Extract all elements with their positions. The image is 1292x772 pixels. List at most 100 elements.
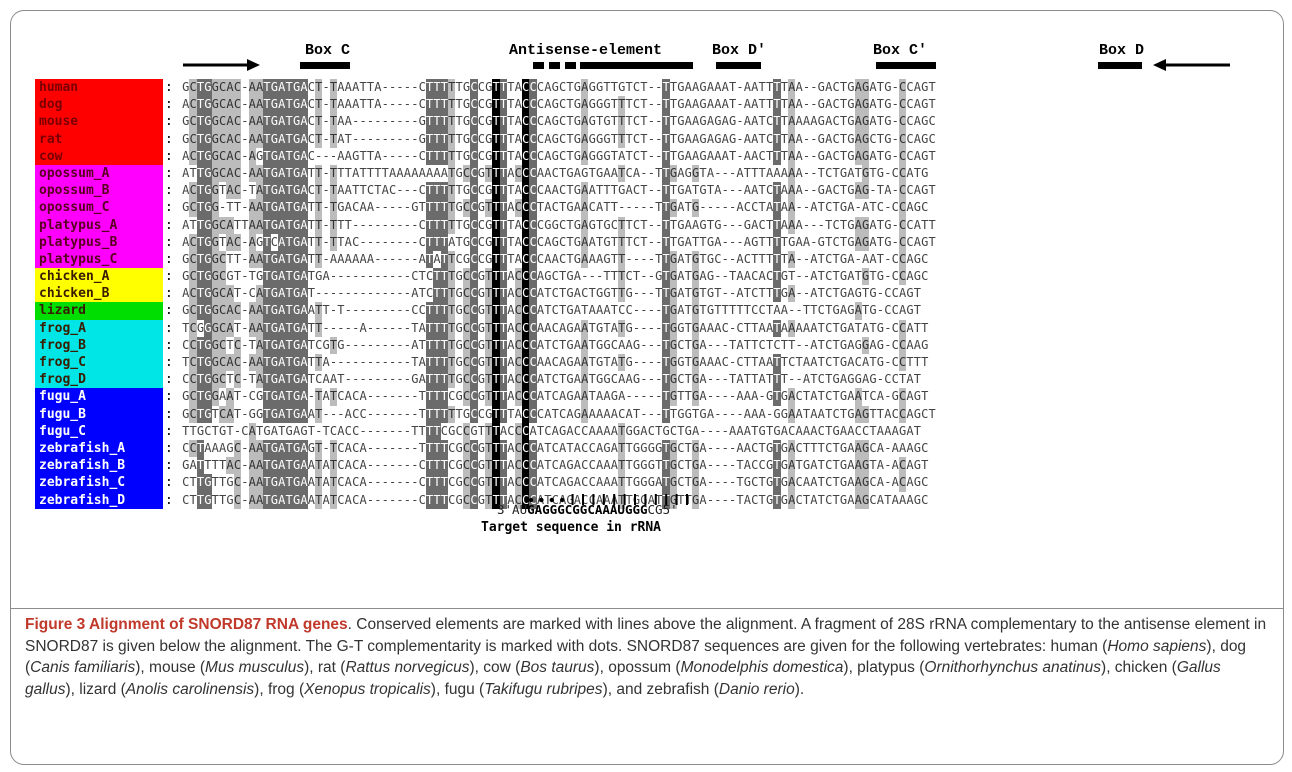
species-label: opossum_C: [35, 199, 163, 217]
sequence: TTGCTGT-CATGATGAGT-TCACC-------TTTTCGCCG…: [182, 422, 921, 440]
caption-species-latin: Mus musculus: [205, 659, 305, 677]
species-label: fugu_B: [35, 405, 163, 423]
species-label: lizard: [35, 302, 163, 320]
species-list: Homo sapiens), dog (Canis familiaris), m…: [25, 638, 1246, 698]
pair-bar: [592, 494, 595, 505]
caption-species-common: ), platypus (: [843, 659, 925, 677]
gt-dot: [528, 497, 534, 503]
species-label: dog: [35, 96, 163, 114]
species-label: chicken_B: [35, 285, 163, 303]
reverse-arrow-icon: [1153, 59, 1230, 71]
row-separator: :: [165, 458, 173, 474]
pair-bar: [686, 494, 688, 505]
sequence: ACTGGCAT-CATGATGAT-------------ATCTTTGCC…: [182, 285, 921, 303]
pair-bar: [654, 494, 657, 505]
row-separator: :: [165, 337, 173, 353]
caption-species-latin: Takifugu rubripes: [484, 680, 603, 698]
box-c-prime-bar: [876, 62, 936, 69]
species-label: fugu_A: [35, 388, 163, 406]
box-c-label: Box C: [305, 42, 351, 59]
target-sequence: 3'AUGAGGGCGGCAAAUGGGCG5': [497, 502, 678, 517]
row-separator: :: [165, 183, 173, 199]
pair-bar: [602, 494, 605, 505]
species-label: platypus_B: [35, 233, 163, 251]
sequence: ACTGGCAC-AGTGATGAC---AAGTTA-----CTTTTTGC…: [182, 147, 936, 165]
sequence: ACTGGTAC-AGTCATGATT-TTAC--------CTTTATGC…: [182, 233, 936, 251]
sequence: GCTGG-TT-AATGATGATT-TGACAA-----GTTTTTGCC…: [182, 199, 928, 217]
box-d-label: Box D: [1099, 42, 1145, 59]
sequence: GCTGGCAC-AATGATGACT-TAT---------GTTTTTGC…: [182, 130, 936, 148]
row-separator: :: [165, 217, 173, 233]
caption-species-latin: Danio rerio: [718, 680, 795, 698]
sequence: GCTGGCAC-AATGATGAATT-T---------CCTTTTGCC…: [182, 302, 921, 320]
antisense-gap-bar-3: [565, 62, 576, 69]
species-label: fugu_C: [35, 422, 163, 440]
box-d-prime-bar: [716, 62, 761, 69]
caption-species-common: ), cow (: [469, 659, 521, 677]
species-label: chicken_A: [35, 268, 163, 286]
row-separator: :: [165, 131, 173, 147]
species-label: frog_A: [35, 319, 163, 337]
species-label: mouse: [35, 113, 163, 131]
row-separator: :: [165, 389, 173, 405]
species-label: frog_C: [35, 354, 163, 372]
caption-species-common: ), opossum (: [594, 659, 681, 677]
sequence: CCTAAAGC-AATGATGAGT-TCACA-------TTTTCGCC…: [182, 439, 928, 458]
pair-bar: [582, 494, 584, 505]
row-separator: :: [165, 234, 173, 250]
gt-dot: [560, 497, 565, 503]
row-separator: :: [165, 372, 173, 388]
gt-dot: [549, 497, 554, 503]
box-d-bar: [1098, 62, 1142, 69]
target-bold-region: GAGGGCGGCAAAUGGG: [527, 502, 648, 517]
species-label: opossum_B: [35, 182, 163, 200]
forward-arrow-icon: [183, 59, 260, 71]
caption-end: ).: [794, 680, 805, 698]
row-separator: :: [165, 355, 173, 370]
caption-species-latin: Monodelphis domestica: [680, 659, 844, 677]
row-separator: :: [165, 406, 173, 422]
caption-species-latin: Rattus norvegicus: [345, 659, 470, 677]
target-prefix: 3'AU: [497, 502, 528, 517]
sequence: GCTGGCTT-AATGATGATT-AAAAAA------ATATTCGC…: [182, 250, 928, 269]
species-label: platypus_A: [35, 216, 163, 234]
species-label: human: [35, 79, 163, 97]
sequence: GCTGTCAT-GGTGATGAAT---ACC-------TTTTTTGC…: [182, 405, 936, 423]
target-suffix: CG5': [647, 502, 678, 517]
row-separator: :: [165, 475, 173, 491]
caption-species-common: ), chicken (: [1101, 659, 1177, 677]
row-separator: :: [165, 114, 173, 130]
figure-caption: Figure 3 Alignment of SNORD87 RNA genes.…: [25, 614, 1275, 700]
species-label: platypus_C: [35, 250, 163, 269]
antisense-gap-bar-2: [549, 62, 560, 69]
caption-species-common: ), fugu (: [430, 680, 485, 698]
figure-frame: [10, 10, 1284, 765]
row-separator: :: [165, 97, 173, 113]
caption-species-latin: Xenopus tropicalis: [304, 680, 431, 698]
pair-bar: [665, 494, 668, 505]
box-c-bar: [300, 62, 350, 69]
gt-dot: [539, 497, 544, 503]
row-separator: :: [165, 200, 173, 216]
caption-intro: . Conserved elements are marked with lin…: [25, 616, 1267, 655]
row-separator: :: [165, 303, 173, 319]
row-separator: :: [165, 269, 173, 285]
caption-species-latin: Canis familiaris: [30, 659, 136, 677]
species-label: zebrafish_B: [35, 457, 163, 475]
row-separator: :: [165, 80, 173, 95]
row-separator: :: [165, 440, 173, 456]
sequence: ACTGGCAC-AATGATGACT-TAAATTA-----CTTTTTGC…: [182, 96, 936, 114]
row-separator: :: [165, 165, 173, 181]
row-separator: :: [165, 320, 173, 336]
caption-species-common: ), and zebrafish (: [602, 680, 719, 698]
pair-bar: [623, 494, 626, 505]
sequence: GCTGGCAC-AATGATGACT-TAAATTA-----CTTTTTGC…: [182, 79, 936, 97]
species-label: cow: [35, 147, 163, 165]
box-c-prime-label: Box C′: [873, 42, 928, 59]
sequence: CCTGGCTC-TATGATGATCGTG---------ATTTTTGCC…: [182, 336, 928, 354]
row-separator: :: [165, 423, 173, 439]
caption-species-common: ), mouse (: [135, 659, 206, 677]
sequence: GCTGGCGT-TGTGATGATGA-----------CTCTTTGCC…: [182, 268, 928, 286]
caption-species-latin: Homo sapiens: [1107, 637, 1207, 655]
caption-species-common: ), frog (: [254, 680, 305, 698]
